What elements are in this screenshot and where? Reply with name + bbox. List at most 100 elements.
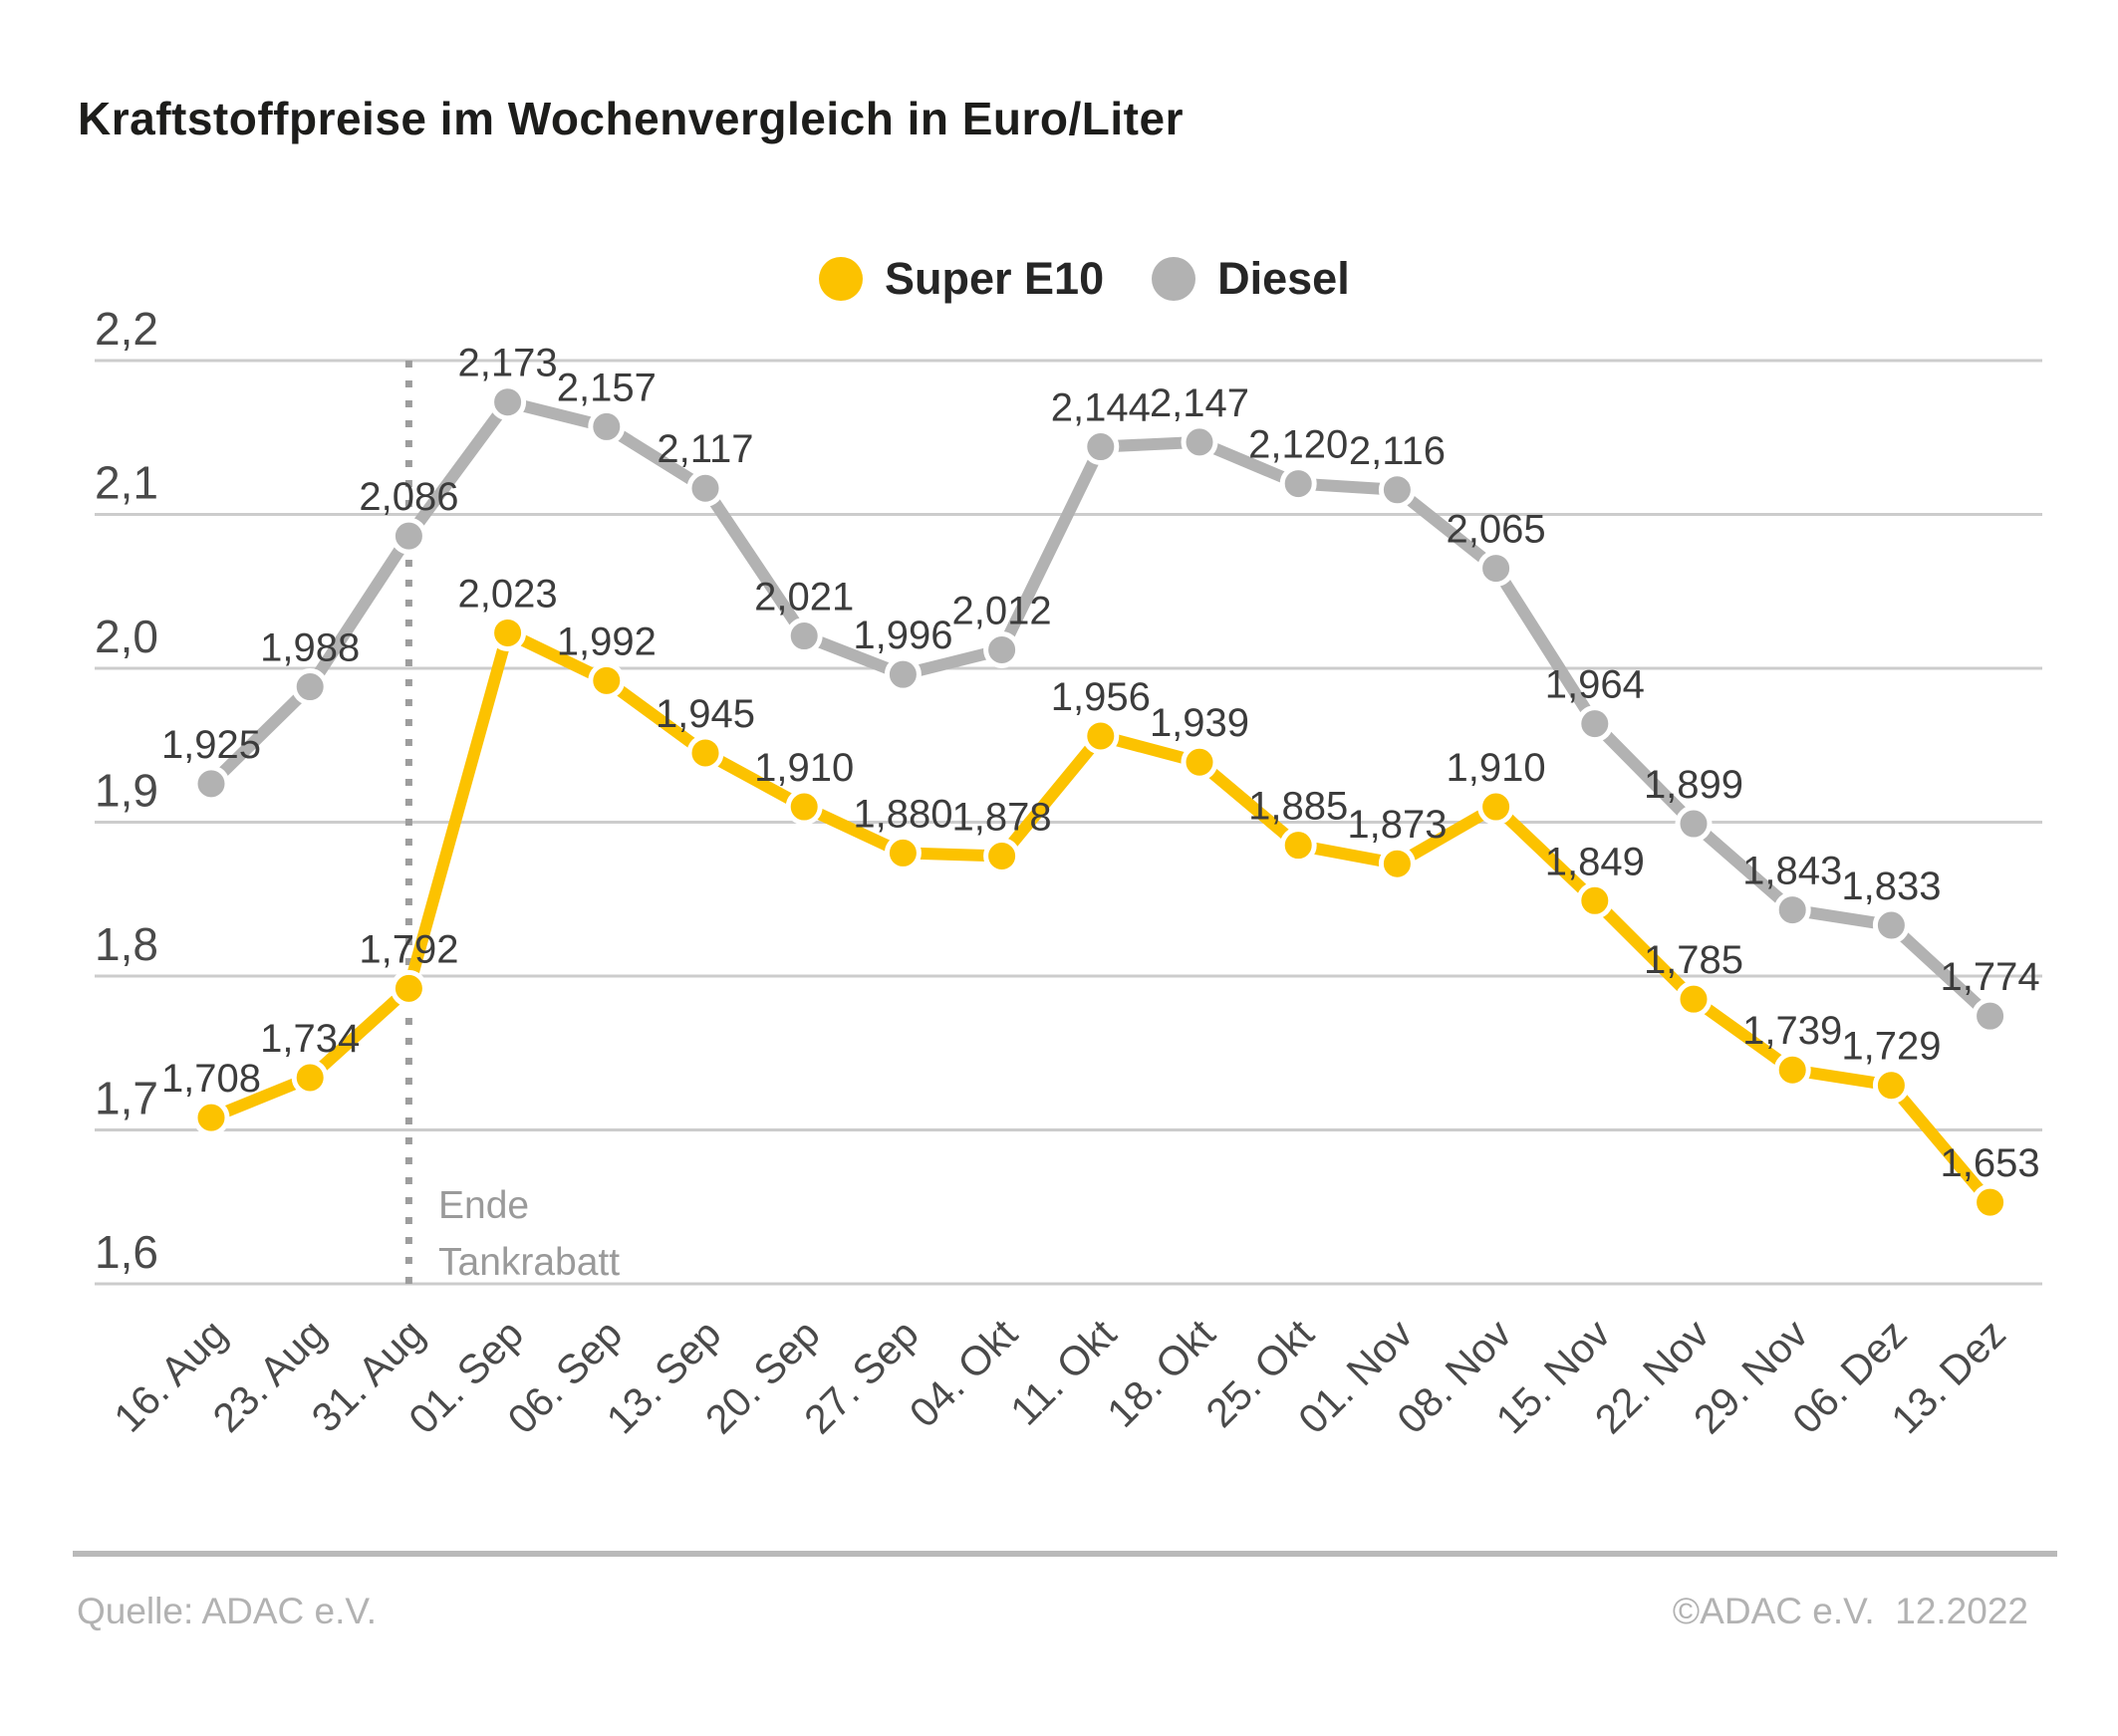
data-point-diesel	[884, 655, 922, 693]
data-label-super-e10: 1,792	[359, 927, 458, 971]
data-label-super-e10: 1,873	[1347, 803, 1447, 847]
data-label-super-e10: 1,885	[1248, 785, 1348, 829]
data-label-diesel: 1,833	[1841, 865, 1941, 908]
data-label-super-e10: 1,708	[161, 1057, 261, 1101]
data-point-super-e10	[884, 834, 922, 871]
data-label-diesel: 2,012	[952, 589, 1052, 632]
tankrabatt-annotation: Ende Tankrabatt	[438, 1177, 620, 1291]
data-label-super-e10: 1,729	[1841, 1025, 1941, 1069]
data-label-diesel: 2,120	[1248, 423, 1348, 467]
data-label-super-e10: 2,023	[458, 572, 558, 616]
tankrabatt-annotation-line2: Tankrabatt	[438, 1241, 621, 1284]
data-point-super-e10	[1082, 717, 1120, 755]
data-label-super-e10: 1,992	[557, 620, 657, 663]
data-point-diesel	[1279, 465, 1317, 503]
data-point-diesel	[1576, 705, 1614, 743]
data-label-diesel: 2,173	[458, 342, 558, 385]
data-label-diesel: 1,925	[161, 723, 261, 767]
data-point-diesel	[686, 469, 724, 507]
data-point-super-e10	[1773, 1051, 1811, 1089]
data-point-super-e10	[1279, 827, 1317, 865]
data-point-diesel	[983, 630, 1021, 668]
data-label-super-e10: 1,849	[1545, 840, 1645, 883]
data-point-super-e10	[1477, 788, 1515, 826]
data-point-diesel	[192, 765, 230, 803]
page-title: Kraftstoffpreise im Wochenvergleich in E…	[78, 93, 1184, 144]
data-label-super-e10: 1,956	[1051, 675, 1151, 719]
data-point-diesel	[390, 517, 427, 555]
data-point-super-e10	[686, 734, 724, 772]
data-label-diesel: 1,899	[1644, 763, 1743, 807]
y-tick-label: 2,0	[95, 611, 158, 662]
data-point-diesel	[1082, 428, 1120, 466]
data-label-diesel: 2,147	[1150, 381, 1249, 425]
legend-dot-super-e10-icon	[819, 257, 863, 301]
y-tick-label: 1,8	[95, 918, 158, 970]
data-label-super-e10: 1,734	[260, 1017, 360, 1061]
tankrabatt-annotation-line1: Ende	[438, 1184, 530, 1227]
data-point-diesel	[489, 383, 527, 421]
legend-item-diesel: Diesel	[1152, 253, 1350, 305]
data-point-diesel	[1378, 471, 1416, 509]
data-label-super-e10: 1,739	[1742, 1009, 1842, 1053]
data-label-super-e10: 1,653	[1941, 1141, 2040, 1185]
data-label-diesel: 1,774	[1941, 955, 2040, 999]
y-tick-label: 2,2	[95, 303, 158, 355]
data-label-diesel: 1,988	[260, 626, 360, 670]
data-label-diesel: 2,116	[1349, 429, 1446, 473]
legend-label-diesel: Diesel	[1217, 253, 1350, 304]
data-label-diesel: 2,144	[1051, 386, 1151, 430]
data-point-diesel	[588, 407, 626, 445]
data-point-diesel	[1477, 550, 1515, 588]
data-point-super-e10	[785, 788, 823, 826]
footer-copyright-text: ©ADAC e.V. 12.2022	[1672, 1591, 2028, 1631]
data-point-super-e10	[1972, 1183, 2009, 1221]
y-tick-label: 1,9	[95, 765, 158, 817]
data-label-super-e10: 1,945	[656, 692, 755, 736]
footer-divider	[73, 1551, 2057, 1557]
data-point-super-e10	[588, 661, 626, 699]
chart-legend: Super E10 Diesel	[819, 253, 1350, 305]
data-label-super-e10: 1,785	[1644, 938, 1743, 982]
data-label-super-e10: 1,878	[952, 795, 1052, 839]
x-tick-label: 04. Okt	[901, 1310, 1026, 1435]
data-label-diesel: 2,157	[557, 366, 657, 409]
data-label-diesel: 1,964	[1545, 663, 1645, 707]
data-label-super-e10: 1,910	[754, 746, 854, 790]
data-point-super-e10	[291, 1059, 329, 1097]
data-point-super-e10	[1181, 743, 1218, 781]
data-label-diesel: 2,021	[754, 576, 854, 620]
data-label-diesel: 2,086	[359, 475, 458, 519]
y-tick-label: 1,7	[95, 1073, 158, 1124]
data-label-super-e10: 1,939	[1150, 701, 1249, 745]
data-point-super-e10	[983, 837, 1021, 874]
data-label-super-e10: 1,910	[1447, 746, 1546, 790]
data-label-diesel: 1,996	[853, 614, 952, 657]
x-tick-label: 11. Okt	[1001, 1310, 1125, 1433]
data-point-diesel	[1773, 891, 1811, 929]
data-label-super-e10: 1,880	[853, 792, 952, 836]
y-tick-label: 2,1	[95, 457, 158, 509]
data-label-diesel: 2,065	[1447, 508, 1546, 552]
y-tick-label: 1,6	[95, 1226, 158, 1278]
data-point-super-e10	[1872, 1067, 1910, 1105]
data-point-diesel	[291, 668, 329, 706]
legend-dot-diesel-icon	[1152, 257, 1196, 301]
data-point-diesel	[1675, 805, 1713, 843]
data-point-diesel	[1872, 906, 1910, 944]
data-label-diesel: 2,117	[657, 427, 753, 471]
data-point-diesel	[785, 618, 823, 655]
data-point-super-e10	[390, 969, 427, 1007]
footer-source-text: Quelle: ADAC e.V.	[77, 1591, 377, 1631]
data-point-diesel	[1972, 997, 2009, 1035]
legend-item-super-e10: Super E10	[819, 253, 1104, 305]
legend-label-super-e10: Super E10	[885, 253, 1105, 304]
x-tick-label: 18. Okt	[1098, 1310, 1223, 1435]
data-point-super-e10	[489, 614, 527, 651]
data-point-super-e10	[1378, 845, 1416, 882]
data-point-super-e10	[1576, 881, 1614, 919]
data-point-super-e10	[1675, 980, 1713, 1018]
data-point-super-e10	[192, 1099, 230, 1136]
